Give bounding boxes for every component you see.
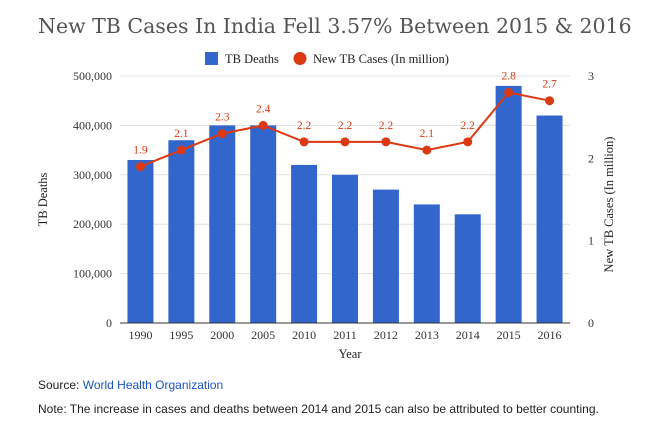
point-2010 (299, 137, 309, 147)
data-label: 2.1 (420, 128, 435, 140)
chart-title: New TB Cases In India Fell 3.57% Between… (38, 14, 632, 38)
y-tick-label: 200,000 (73, 217, 112, 231)
bar-2005 (250, 125, 277, 324)
bar-1990 (127, 159, 154, 323)
point-2015 (504, 87, 514, 97)
data-label: 2.2 (461, 120, 476, 132)
data-label: 1.9 (133, 145, 148, 157)
x-tick-label: 2011 (333, 328, 357, 342)
point-2005 (258, 120, 268, 130)
bar-2013 (413, 204, 440, 323)
y-axis-title: TB Deaths (36, 172, 50, 226)
bar-2010 (291, 164, 318, 323)
y2-tick-label: 3 (588, 69, 594, 83)
x-tick-label: 2015 (497, 328, 521, 342)
data-label: 2.3 (215, 112, 230, 124)
x-tick-label: 2012 (374, 328, 398, 342)
data-label: 2.8 (501, 70, 516, 82)
legend-label-line: New TB Cases (In million) (313, 52, 449, 66)
point-1995 (176, 145, 186, 155)
x-tick-label: 2016 (538, 328, 562, 342)
bar-2014 (454, 214, 481, 323)
x-axis-title: Year (338, 347, 362, 361)
data-label: 2.2 (297, 120, 312, 132)
point-2011 (340, 137, 350, 147)
source-link[interactable]: World Health Organization (82, 378, 224, 392)
x-tick-label: 2014 (456, 328, 480, 342)
source-label: Source: (38, 378, 80, 392)
data-label: 2.2 (379, 120, 394, 132)
bar-2000 (209, 125, 236, 324)
bar-2011 (332, 174, 358, 323)
footnote: Note: The increase in cases and deaths b… (38, 402, 599, 416)
point-2014 (463, 137, 473, 147)
point-2013 (422, 145, 432, 155)
combo-chart: 0 100,000 200,000 300,000 400,000 500,000 0 1 2 3… (36, 52, 616, 361)
y-tick-label: 0 (106, 316, 112, 330)
y-tick-label: 500,000 (73, 69, 112, 83)
x-tick-label: 2000 (210, 328, 234, 342)
legend-label-bars: TB Deaths (225, 52, 279, 66)
x-tick-label: 2005 (251, 328, 275, 342)
x-tick-label: 1995 (169, 328, 193, 342)
y2-tick-label: 1 (588, 234, 594, 248)
legend-swatch-bars (205, 52, 218, 65)
x-tick-label: 2013 (415, 328, 439, 342)
point-2000 (217, 129, 227, 139)
source-line: Source: World Health Organization (38, 378, 223, 392)
point-2012 (381, 137, 391, 147)
x-tick-label: 2010 (292, 328, 316, 342)
data-label: 2.2 (338, 120, 353, 132)
data-label: 2.1 (174, 128, 189, 140)
x-tick-label: 1990 (128, 328, 152, 342)
data-label: 2.7 (542, 79, 557, 91)
point-1990 (135, 162, 145, 172)
bar-2012 (372, 189, 399, 323)
y2-tick-label: 2 (588, 151, 594, 165)
bar-1995 (168, 140, 195, 323)
legend-swatch-line (293, 52, 307, 65)
y-tick-label: 400,000 (73, 118, 112, 132)
y-tick-label: 300,000 (73, 168, 112, 182)
y2-axis-title: New TB Cases (In million) (602, 137, 616, 273)
bar-2015 (495, 85, 522, 323)
data-label: 2.4 (256, 103, 271, 115)
point-2016 (545, 96, 555, 106)
y-tick-label: 100,000 (73, 267, 112, 281)
bar-2016 (536, 115, 563, 324)
y2-tick-label: 0 (588, 316, 594, 330)
